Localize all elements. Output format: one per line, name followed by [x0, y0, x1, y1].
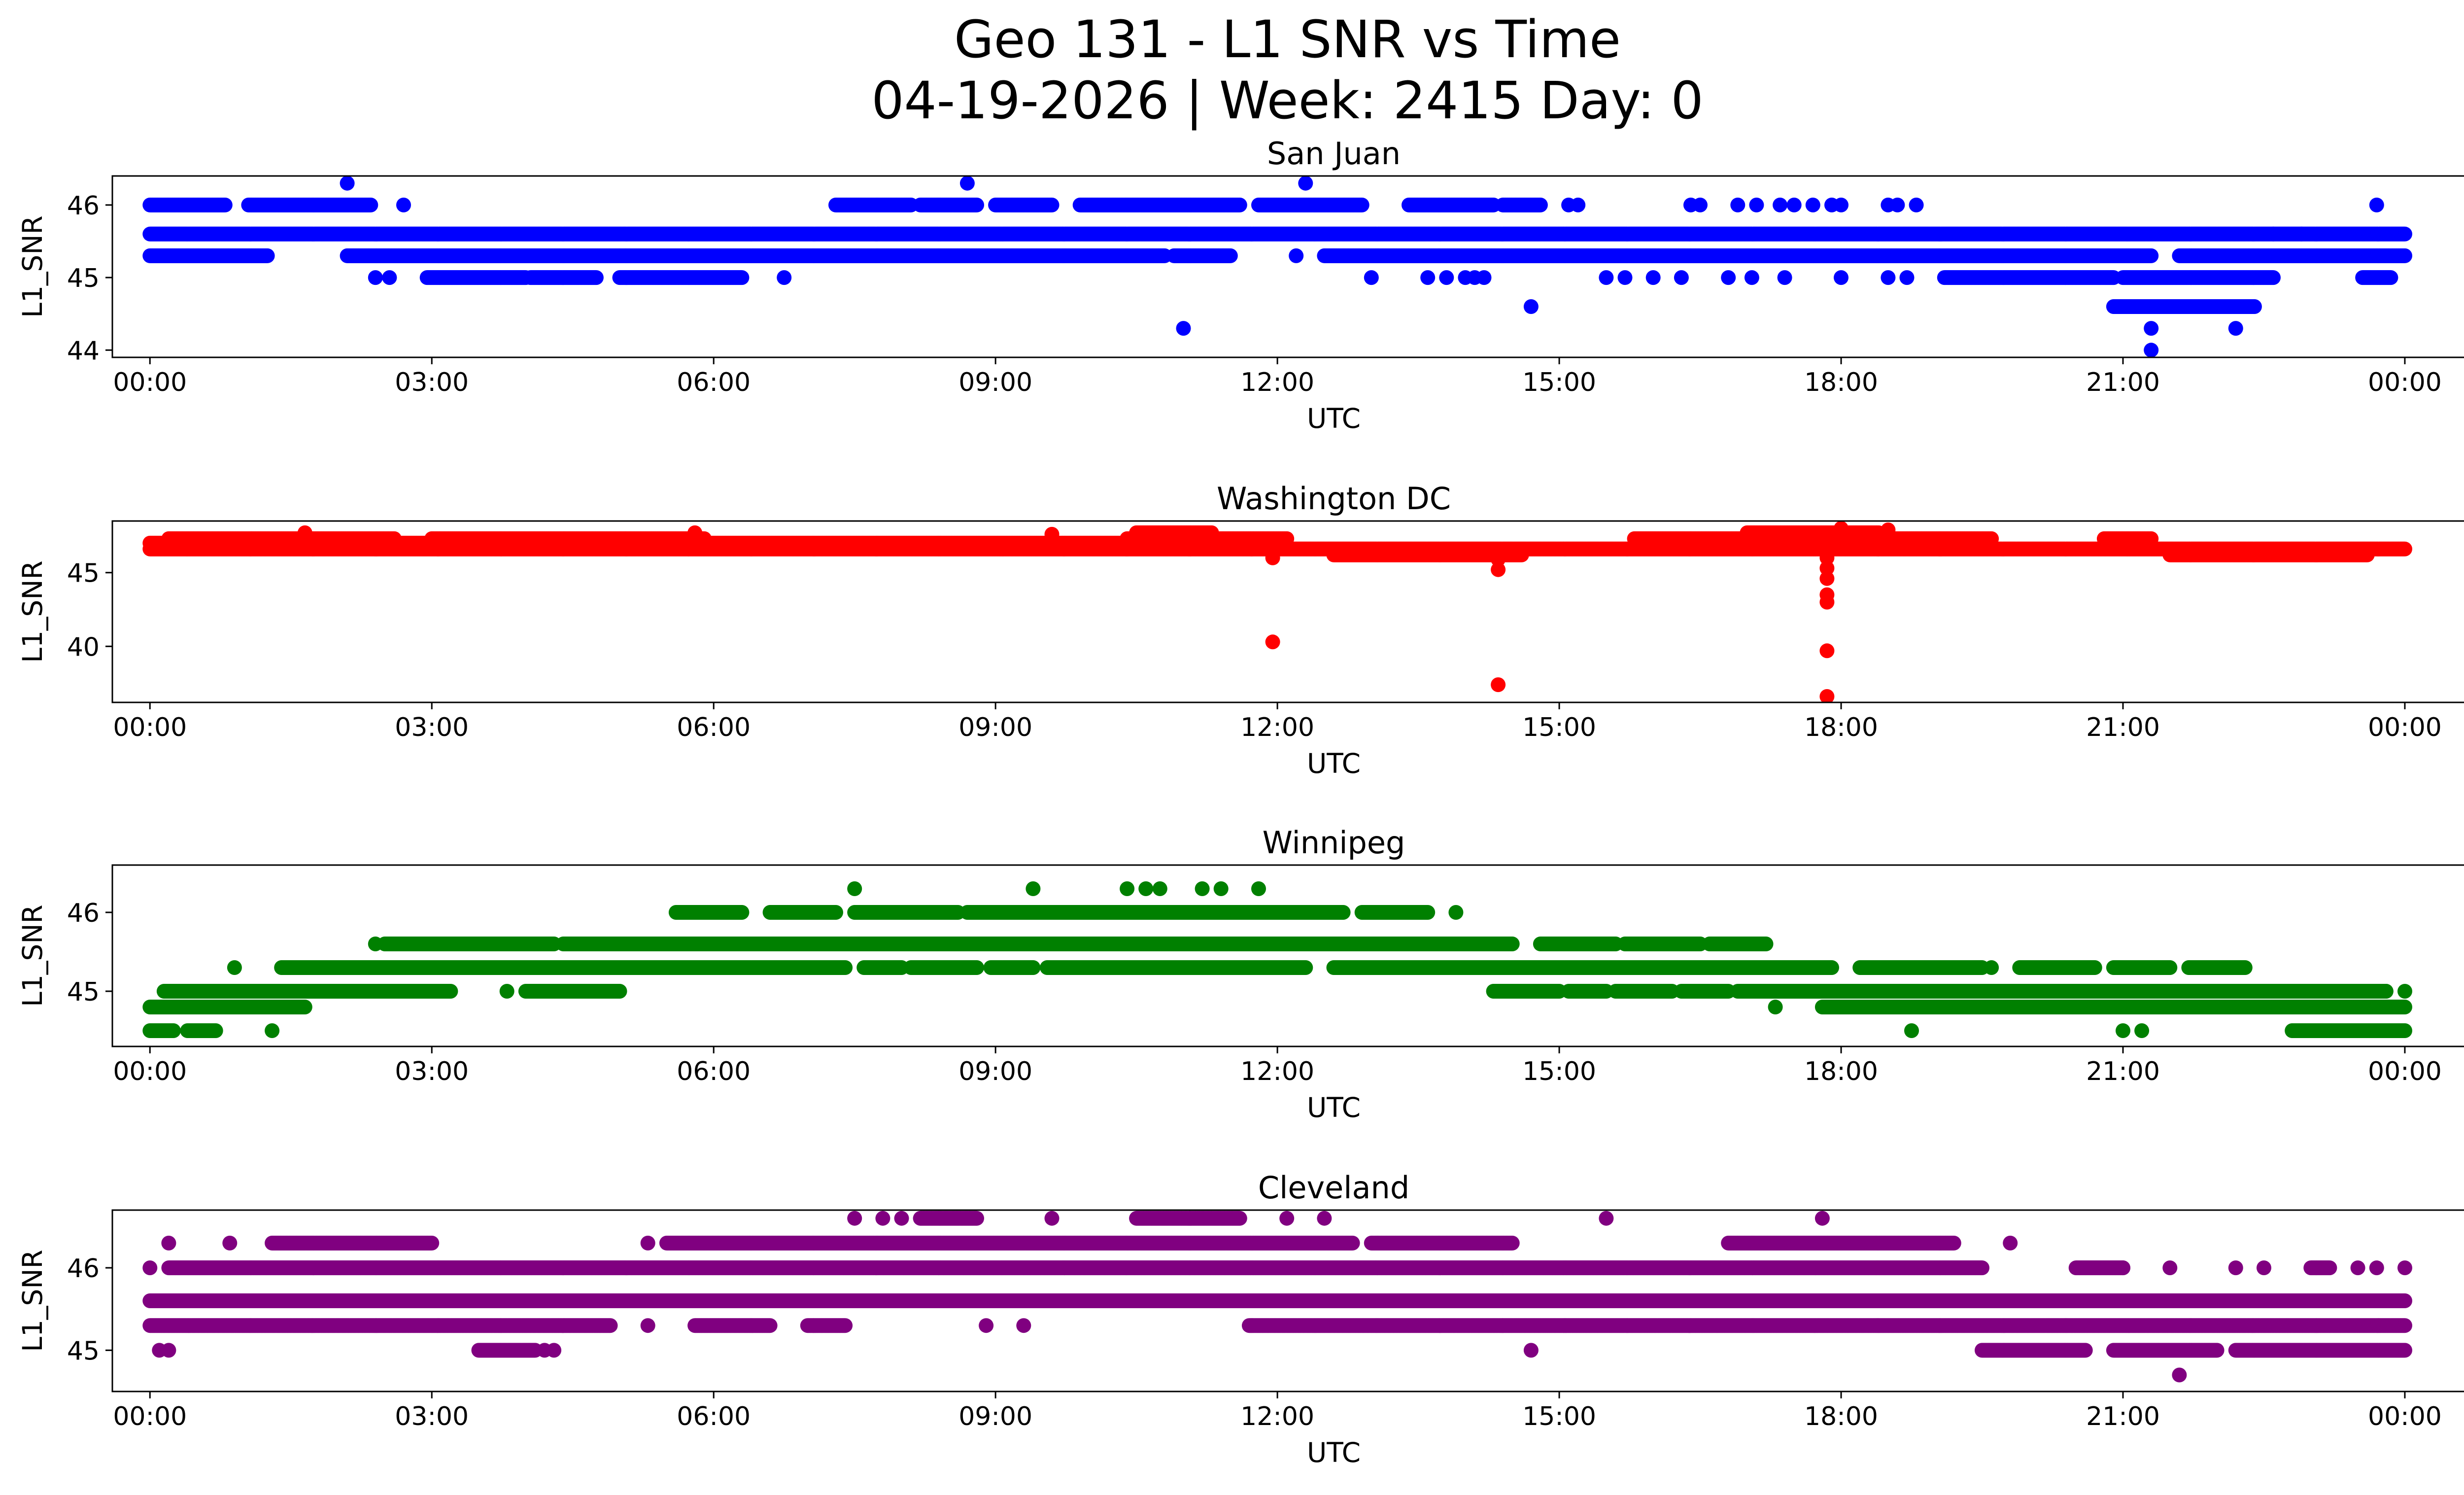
- data-points: [142, 176, 2412, 357]
- figure-title: Geo 131 - L1 SNR vs Time 04-19-2026 | We…: [0, 9, 2464, 131]
- data-point: [2397, 248, 2412, 263]
- data-point: [1223, 248, 1238, 263]
- data-point: [363, 197, 378, 212]
- panel-san-juan: 00:00 03:00 06:00 09:00 12:00 15:00 18:00 21:00…: [17, 136, 2464, 434]
- data-point: [2397, 226, 2412, 242]
- data-point: [969, 197, 984, 212]
- data-point: [260, 248, 275, 263]
- figure-title-line-1: Geo 131 - L1 SNR vs Time: [0, 9, 2464, 70]
- data-point: [2144, 248, 2159, 263]
- figure-title-line-2: 04-19-2026 | Week: 2415 Day: 0: [0, 70, 2464, 131]
- data-point: [217, 197, 233, 212]
